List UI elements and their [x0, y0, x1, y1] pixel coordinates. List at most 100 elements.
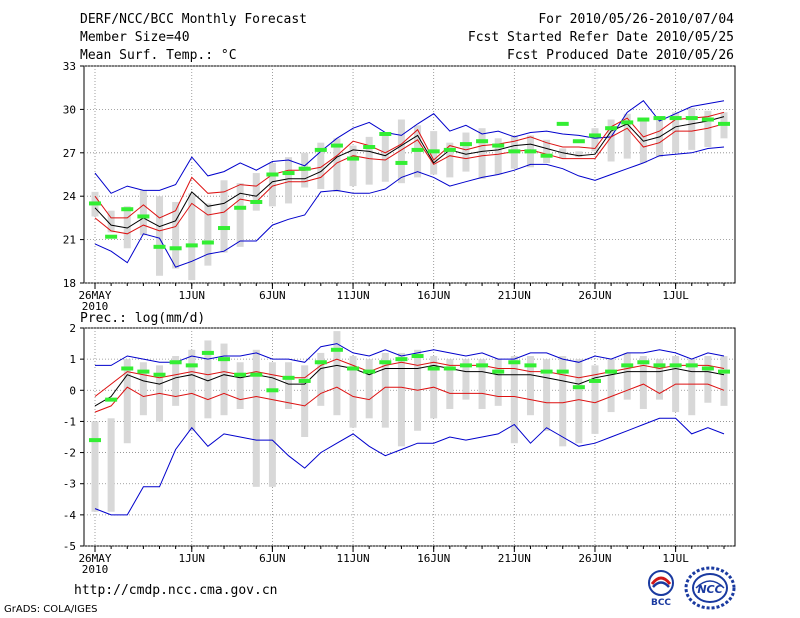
temp-median-35: [653, 116, 666, 121]
prec-median-32: [605, 369, 618, 374]
temp-xtick-label-4: 16JUN: [417, 289, 450, 302]
temp-median-9: [234, 205, 247, 210]
prec-line-min: [94, 417, 725, 516]
temp-box-30: [575, 151, 583, 158]
prec-median-29: [556, 369, 569, 374]
prec-line-lower: [94, 383, 725, 413]
prec-median-39: [718, 369, 730, 374]
prec-box-25: [494, 359, 502, 406]
temp-median-31: [588, 133, 601, 138]
temp-ytick-label-2: 24: [63, 190, 77, 203]
temp-median-7: [201, 240, 214, 245]
prec-box-16: [349, 356, 357, 428]
prec-xtick-label-4: 16JUN: [417, 552, 450, 565]
temp-box-17: [365, 136, 373, 185]
temp-box-36: [672, 112, 680, 153]
temp-box-6: [188, 193, 196, 281]
prec-median-24: [476, 363, 489, 368]
prec-line-upper: [94, 358, 725, 397]
temp-median-11: [266, 172, 279, 177]
prec-box-18: [381, 352, 389, 428]
temp-box-32: [607, 119, 615, 162]
prec-box-10: [252, 349, 260, 487]
temp-box-19: [397, 119, 405, 184]
grads-credit: GrADS: COLA/IGES: [4, 604, 98, 615]
prec-box-15: [333, 331, 341, 416]
prec-median-27: [524, 363, 537, 368]
temp-median-1: [105, 234, 118, 239]
temp-median-0: [89, 201, 101, 206]
prec-box-9: [236, 362, 244, 409]
temp-box-18: [381, 132, 389, 182]
prec-box-22: [446, 359, 454, 409]
prec-ytick-label-6: 1: [69, 353, 76, 366]
prec-box-26: [510, 356, 518, 444]
temp-xtick-label-5: 21JUN: [498, 289, 531, 302]
prec-median-2: [121, 366, 134, 371]
prec-box-11: [268, 362, 276, 487]
temp-median-5: [169, 246, 182, 251]
temp-box-16: [349, 145, 357, 187]
bcc-logo-arc-blue: [652, 581, 670, 588]
prec-box-0: [91, 421, 99, 512]
prec-median-15: [330, 347, 343, 352]
prec-box-39: [720, 356, 728, 406]
prec-line-mean: [94, 364, 725, 407]
prec-ytick-label-2: -3: [63, 478, 76, 491]
temp-median-38: [701, 117, 714, 122]
prec-median-22: [443, 366, 456, 371]
temp-median-34: [637, 117, 650, 122]
temp-box-5: [172, 201, 180, 269]
source-url[interactable]: http://cmdp.ncc.cma.gov.cn: [74, 583, 278, 598]
temp-median-23: [459, 142, 472, 147]
prec-median-3: [137, 369, 150, 374]
temp-box-37: [688, 107, 696, 150]
temp-ytick-label-5: 33: [63, 60, 76, 73]
prec-median-6: [185, 363, 198, 368]
prec-box-7: [204, 340, 212, 419]
temp-median-10: [250, 199, 263, 204]
prec-year-label: 2010: [82, 563, 109, 576]
prec-box-30: [575, 359, 583, 444]
prec-median-0: [89, 438, 101, 443]
temp-box-10: [252, 173, 260, 211]
prec-ytick-label-7: 2: [69, 322, 76, 335]
prec-box-23: [462, 359, 470, 400]
prec-median-4: [153, 372, 166, 377]
temp-median-14: [314, 147, 327, 152]
prec-box-32: [607, 359, 615, 413]
prec-xtick-label-7: 1JUL: [662, 552, 689, 565]
prec-box-31: [591, 365, 599, 434]
bcc-logo: BCC: [648, 570, 674, 608]
temp-line-lower: [94, 123, 725, 235]
temp-box-11: [268, 162, 276, 207]
prec-panel-title: Prec.: log(mm/d): [80, 311, 205, 326]
temp-median-32: [605, 126, 618, 131]
temp-median-29: [556, 121, 569, 126]
temp-box-1: [107, 210, 115, 233]
prec-box-28: [543, 359, 551, 431]
temp-median-19: [395, 160, 408, 165]
temp-median-6: [185, 243, 198, 248]
temp-box-2: [123, 206, 131, 249]
ncc-logo: NCC: [684, 566, 736, 610]
prec-box-8: [220, 343, 228, 416]
prec-ytick-label-0: -5: [63, 540, 76, 553]
temp-line-min: [94, 146, 725, 268]
prec-median-19: [395, 357, 408, 362]
prec-median-7: [201, 350, 214, 355]
prec-median-14: [314, 360, 327, 365]
prec-median-37: [685, 363, 698, 368]
temp-line-max: [94, 100, 725, 194]
temp-median-37: [685, 116, 698, 121]
temp-median-36: [669, 116, 682, 121]
temp-median-2: [121, 207, 134, 212]
temp-median-39: [718, 121, 730, 126]
prec-box-35: [655, 359, 663, 400]
prec-box-19: [397, 352, 405, 447]
temp-box-35: [655, 119, 663, 158]
temp-median-24: [476, 139, 489, 144]
temp-median-25: [492, 143, 505, 148]
temp-box-33: [623, 113, 631, 159]
temp-median-26: [508, 149, 521, 154]
